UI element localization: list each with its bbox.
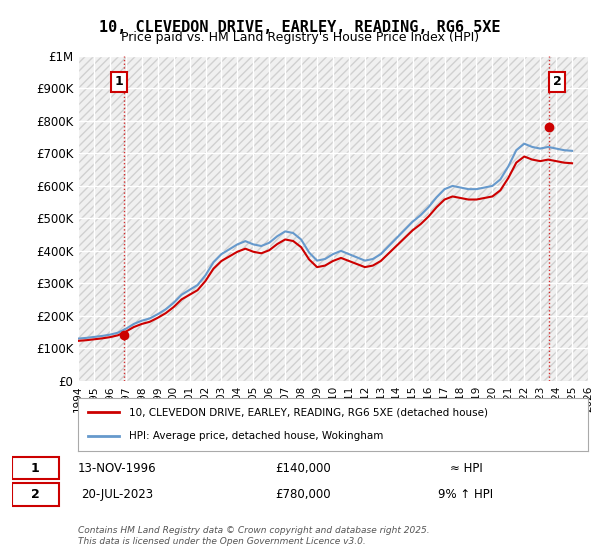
Text: 13-NOV-1996: 13-NOV-1996 — [77, 461, 156, 475]
Text: 2: 2 — [553, 76, 561, 88]
Text: 1: 1 — [31, 461, 40, 475]
Text: Price paid vs. HM Land Registry's House Price Index (HPI): Price paid vs. HM Land Registry's House … — [121, 31, 479, 44]
Text: 1: 1 — [115, 76, 124, 88]
Text: £140,000: £140,000 — [275, 461, 331, 475]
Text: HPI: Average price, detached house, Wokingham: HPI: Average price, detached house, Woki… — [129, 431, 383, 441]
Text: Contains HM Land Registry data © Crown copyright and database right 2025.
This d: Contains HM Land Registry data © Crown c… — [78, 526, 430, 546]
FancyBboxPatch shape — [12, 483, 59, 506]
Text: 10, CLEVEDON DRIVE, EARLEY, READING, RG6 5XE: 10, CLEVEDON DRIVE, EARLEY, READING, RG6… — [99, 20, 501, 35]
Text: 20-JUL-2023: 20-JUL-2023 — [80, 488, 153, 501]
Text: 2: 2 — [31, 488, 40, 501]
Text: 10, CLEVEDON DRIVE, EARLEY, READING, RG6 5XE (detached house): 10, CLEVEDON DRIVE, EARLEY, READING, RG6… — [129, 408, 488, 418]
Text: £780,000: £780,000 — [275, 488, 331, 501]
Text: 9% ↑ HPI: 9% ↑ HPI — [439, 488, 494, 501]
Text: ≈ HPI: ≈ HPI — [449, 461, 482, 475]
FancyBboxPatch shape — [12, 457, 59, 479]
